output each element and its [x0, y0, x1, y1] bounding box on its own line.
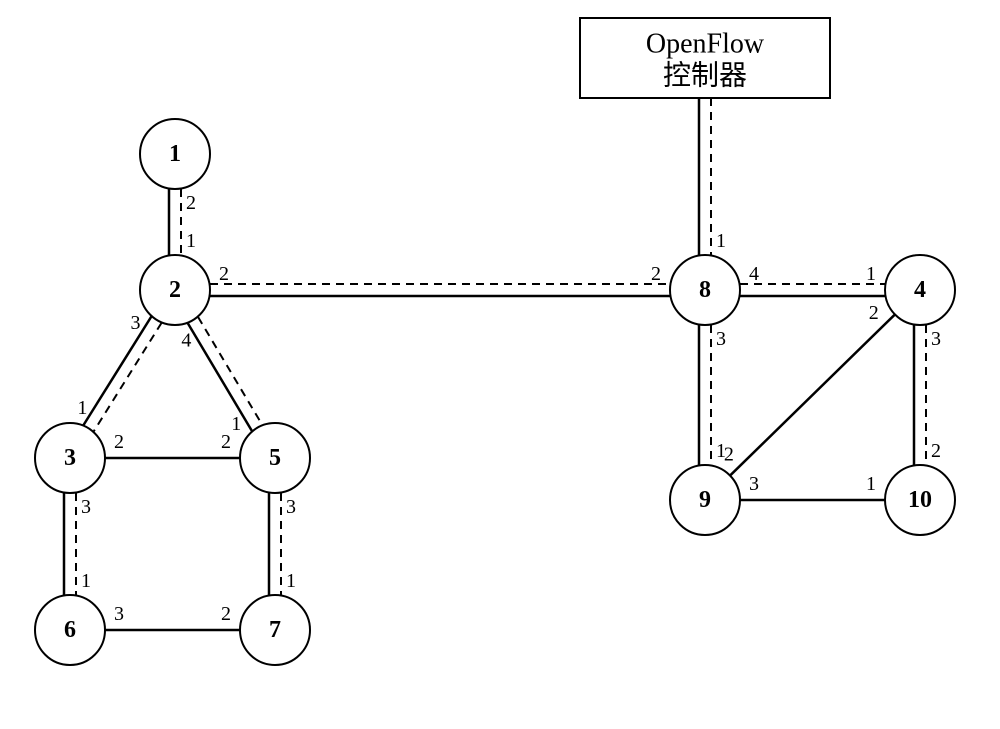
edge-dashed: [94, 323, 162, 432]
port-label: 1: [77, 397, 87, 419]
port-label: 3: [931, 328, 941, 350]
port-label: 2: [221, 603, 231, 625]
port-label: 2: [114, 431, 124, 453]
edge-solid: [83, 316, 151, 425]
port-label: 2: [221, 431, 231, 453]
node-label-5: 5: [269, 445, 281, 471]
port-label: 1: [716, 230, 726, 252]
port-labels-layer: 212231412231313241312232311: [77, 192, 941, 625]
edge-solid: [730, 314, 895, 475]
port-label: 2: [931, 440, 941, 462]
port-label: 3: [114, 603, 124, 625]
port-label: 3: [716, 328, 726, 350]
port-label: 2: [869, 302, 879, 324]
port-label: 1: [81, 570, 91, 592]
node-label-10: 10: [908, 487, 932, 513]
node-label-8: 8: [699, 277, 711, 303]
node-label-1: 1: [169, 141, 181, 167]
port-label: 1: [866, 263, 876, 285]
port-label: 3: [749, 473, 759, 495]
port-label: 1: [286, 570, 296, 592]
port-label: 3: [81, 496, 91, 518]
node-label-4: 4: [914, 277, 926, 303]
port-label: 2: [651, 263, 661, 285]
network-diagram: 21223141223131324131223231112345678910Op…: [0, 0, 1000, 729]
port-label: 4: [749, 263, 759, 285]
port-label: 4: [181, 329, 191, 351]
node-label-9: 9: [699, 487, 711, 513]
port-label: 2: [219, 263, 229, 285]
node-label-2: 2: [169, 277, 181, 303]
controller-layer: OpenFlow控制器: [580, 18, 830, 98]
port-label: 2: [186, 192, 196, 214]
node-label-7: 7: [269, 617, 281, 643]
edge-dashed: [198, 317, 262, 425]
port-label: 1: [866, 473, 876, 495]
edge-solid: [188, 323, 252, 431]
node-label-3: 3: [64, 445, 76, 471]
port-label: 3: [130, 312, 140, 334]
port-label: 1: [186, 230, 196, 252]
controller-label-line2: 控制器: [663, 60, 747, 92]
controller-label-line1: OpenFlow: [646, 29, 765, 60]
port-label: 3: [286, 496, 296, 518]
port-label: 2: [724, 443, 734, 465]
port-label: 1: [231, 413, 241, 435]
node-label-6: 6: [64, 617, 76, 643]
